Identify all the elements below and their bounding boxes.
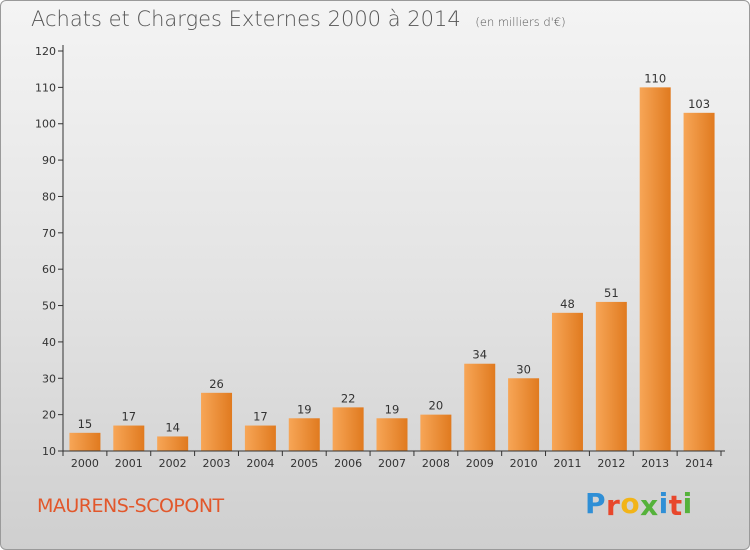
logo-letter: r [606,489,621,522]
bar-2011 [551,312,583,451]
x-tick-label: 2008 [422,457,450,470]
x-tick-label: 2000 [71,457,99,470]
logo-letter: i [682,487,693,520]
x-tick-label: 2004 [246,457,274,470]
bar-value-label: 26 [209,377,224,391]
x-tick-label: 2012 [597,457,625,470]
bar-2001 [113,425,145,451]
logo-letter: i [658,487,669,520]
logo-letter: o [620,487,641,520]
y-tick-label: 110 [35,81,56,94]
bar-2009 [464,363,496,451]
bar-2006 [332,407,364,451]
x-tick-label: 2014 [685,457,713,470]
y-tick-label: 70 [42,227,56,240]
bar-2005 [288,418,320,451]
x-axis: 2000 2001 2002 2003 2004 2005 2006 2007 2008 2009… [62,450,725,470]
bar-value-label: 30 [516,362,531,376]
bar-2007 [376,418,408,451]
y-tick-label: 120 [35,45,56,58]
bar-value-label: 17 [121,410,136,424]
bar-value-label: 22 [341,391,356,405]
chart-title: Achats et Charges Externes 2000 à 2014 (… [31,7,566,31]
y-axis: 10 20 30 40 50 60 70 80 90 100 110 120 [35,45,64,458]
commune-name: MAURENS-SCOPONT [37,495,224,517]
logo-letter: t [668,489,683,522]
bar-value-label: 14 [165,420,180,434]
y-tick-label: 90 [42,154,56,167]
bar-2002 [157,436,189,451]
x-tick-label: 2006 [334,457,362,470]
y-tick-label: 10 [42,445,56,458]
bar-2010 [508,378,540,451]
bar-2014 [683,112,715,452]
bars-group: 15 17 14 26 17 19 22 19 20 34 30 48 51 110 103 [69,71,715,452]
y-tick-label: 60 [42,263,56,276]
logo-letter: P [585,487,607,520]
logo-letter: x [640,489,659,522]
x-tick-label: 2002 [159,457,187,470]
bar-value-label: 48 [560,297,575,311]
x-tick-label: 2009 [466,457,494,470]
bar-value-label: 20 [429,399,444,413]
x-tick-label: 2003 [203,457,231,470]
bar-value-label: 15 [78,417,93,431]
bar-2000 [69,432,101,451]
y-tick-label: 20 [42,409,56,422]
bar-value-label: 17 [253,410,268,424]
bar-value-label: 19 [297,402,312,416]
chart-title-text: Achats et Charges Externes 2000 à 2014 [31,7,461,31]
y-tick-label: 100 [35,118,56,131]
proxiti-logo: Proxiti [585,487,693,522]
bar-value-label: 19 [385,402,400,416]
bar-value-label: 51 [604,286,619,300]
bar-2008 [420,414,452,451]
bar-2012 [595,301,627,451]
y-tick-label: 50 [42,300,56,313]
x-tick-label: 2005 [290,457,318,470]
x-tick-label: 2011 [553,457,581,470]
x-tick-label: 2010 [510,457,538,470]
bar-2013 [639,87,671,451]
bar-value-label: 103 [688,97,710,111]
x-tick-label: 2001 [115,457,143,470]
bar-2004 [244,425,276,451]
bar-value-label: 110 [644,71,666,85]
bar-value-label: 34 [472,348,487,362]
x-tick-label: 2013 [641,457,669,470]
y-tick-label: 40 [42,336,56,349]
bar-2003 [201,392,233,451]
chart-subtitle: (en milliers d'€) [475,15,566,29]
y-tick-label: 80 [42,190,56,203]
y-tick-label: 30 [42,372,56,385]
x-tick-label: 2007 [378,457,406,470]
